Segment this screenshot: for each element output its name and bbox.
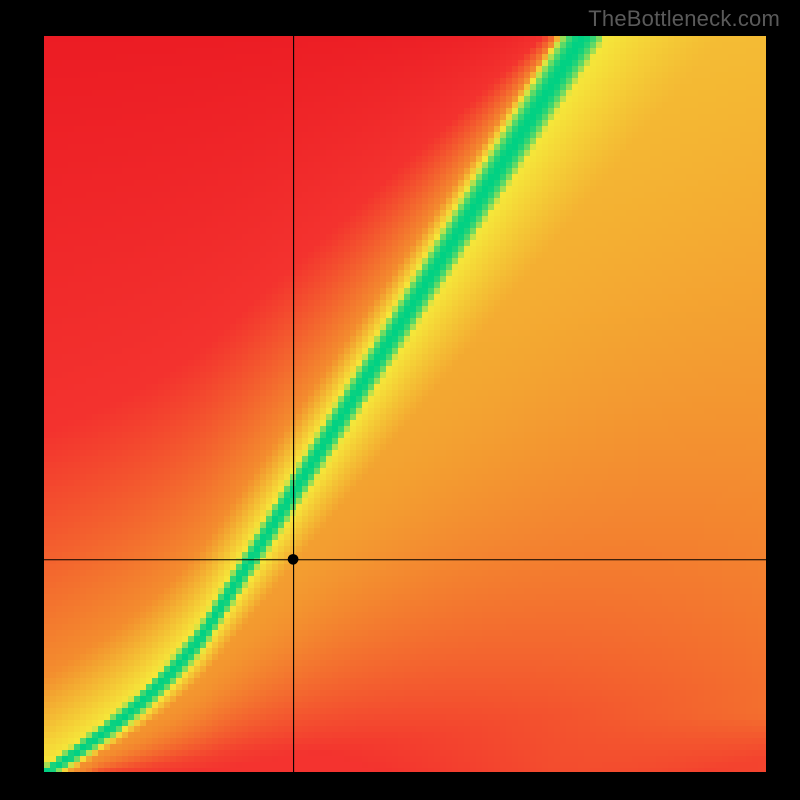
watermark-text: TheBottleneck.com [588, 6, 780, 32]
bottleneck-heatmap [44, 36, 766, 772]
chart-container: TheBottleneck.com [0, 0, 800, 800]
